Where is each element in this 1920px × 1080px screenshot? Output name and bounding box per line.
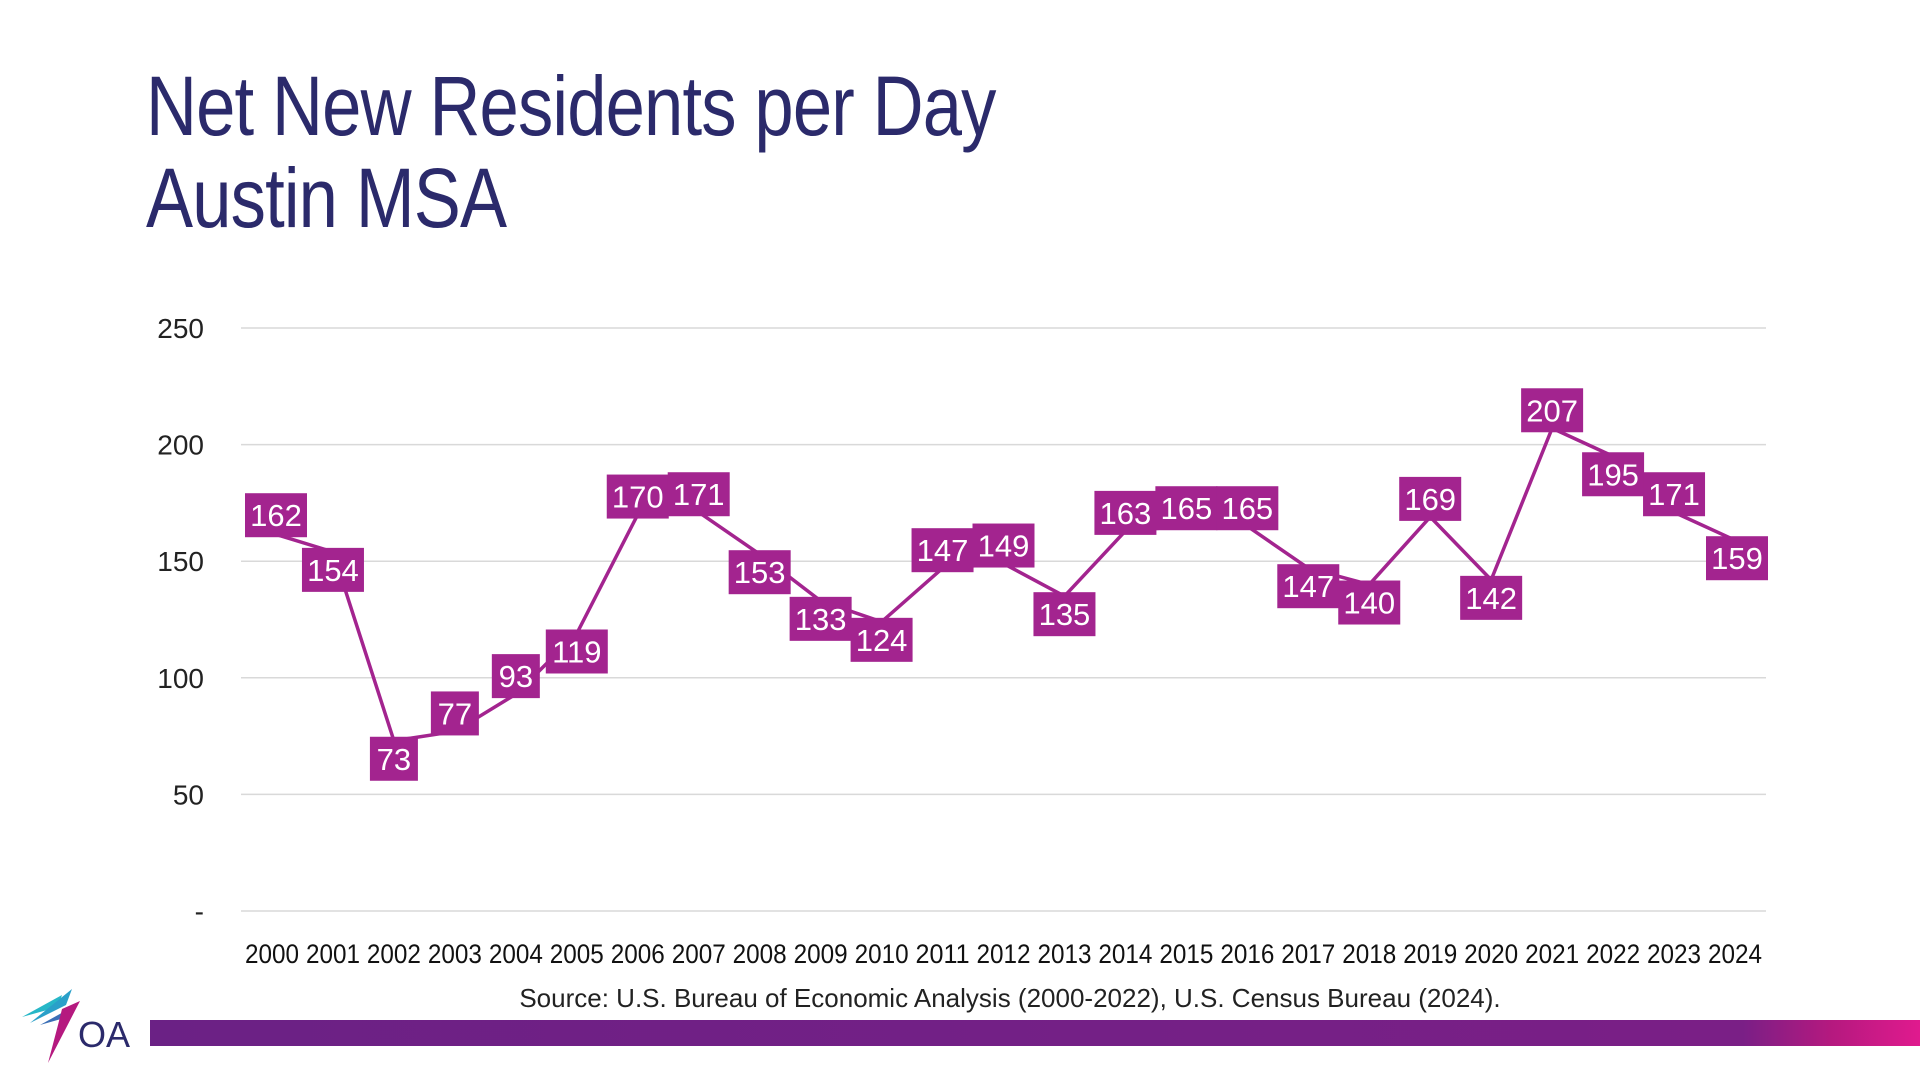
x-tick-label: 2014 bbox=[1098, 939, 1152, 969]
data-label-box bbox=[1521, 388, 1584, 433]
y-tick-label: - bbox=[195, 896, 204, 927]
data-label-box bbox=[491, 654, 540, 699]
data-label: 119 bbox=[552, 634, 601, 669]
x-tick-label: 2000 bbox=[245, 939, 299, 969]
x-tick-label: 2006 bbox=[611, 939, 665, 969]
data-label-box bbox=[1399, 476, 1462, 521]
data-label-box bbox=[667, 472, 730, 517]
data-label-box bbox=[1338, 580, 1401, 625]
x-tick-label: 2019 bbox=[1403, 939, 1457, 969]
x-tick-label: 2009 bbox=[794, 939, 848, 969]
data-label: 170 bbox=[612, 480, 664, 515]
x-tick-label: 2004 bbox=[489, 939, 543, 969]
data-label-box bbox=[606, 474, 669, 519]
data-label-box bbox=[972, 523, 1035, 568]
footer-bar bbox=[150, 1020, 1920, 1046]
data-label: 162 bbox=[250, 498, 302, 533]
data-label: 171 bbox=[1648, 477, 1700, 512]
x-tick-label: 2024 bbox=[1708, 939, 1762, 969]
data-label: 133 bbox=[795, 602, 847, 637]
y-tick-label: 250 bbox=[157, 313, 204, 344]
x-tick-label: 2011 bbox=[916, 939, 970, 969]
x-tick-label: 2022 bbox=[1586, 939, 1640, 969]
x-tick-label: 2021 bbox=[1525, 939, 1579, 969]
x-tick-label: 2007 bbox=[672, 939, 726, 969]
data-label: 147 bbox=[917, 533, 969, 568]
logo-text: OA bbox=[78, 1014, 130, 1055]
data-label: 140 bbox=[1343, 586, 1395, 621]
x-tick-label: 2008 bbox=[733, 939, 787, 969]
data-label: 165 bbox=[1221, 491, 1273, 526]
data-label-box bbox=[789, 596, 852, 641]
x-tick-label: 2010 bbox=[855, 939, 909, 969]
x-tick-label: 2016 bbox=[1220, 939, 1274, 969]
x-tick-label: 2005 bbox=[550, 939, 604, 969]
data-label: 147 bbox=[1282, 569, 1334, 604]
data-label-box bbox=[1643, 472, 1706, 517]
chart-title-line-1: Net New Residents per Day bbox=[146, 59, 996, 153]
data-label: 207 bbox=[1526, 393, 1578, 428]
data-label: 169 bbox=[1404, 482, 1456, 517]
x-tick-label: 2013 bbox=[1037, 939, 1091, 969]
data-label-box bbox=[1155, 486, 1218, 531]
data-label: 142 bbox=[1465, 581, 1517, 616]
data-label-box bbox=[911, 528, 974, 573]
chart-title-line-2: Austin MSA bbox=[146, 151, 507, 245]
data-label-box bbox=[1094, 490, 1157, 535]
data-label: 149 bbox=[978, 529, 1030, 564]
data-label-box bbox=[430, 691, 479, 736]
source-note: Source: U.S. Bureau of Economic Analysis… bbox=[519, 983, 1501, 1013]
data-label-box bbox=[545, 629, 608, 674]
y-tick-label: 150 bbox=[157, 546, 204, 577]
data-label-box bbox=[369, 736, 418, 781]
data-label-box bbox=[1706, 536, 1768, 581]
chart-title: Net New Residents per Day Austin MSA bbox=[146, 60, 996, 244]
data-label: 159 bbox=[1711, 541, 1763, 576]
data-label-box bbox=[301, 547, 364, 592]
data-label: 73 bbox=[377, 742, 411, 777]
data-label: 154 bbox=[307, 553, 359, 588]
data-label: 171 bbox=[673, 477, 725, 512]
data-label-box bbox=[1277, 564, 1340, 609]
y-tick-label: 50 bbox=[173, 779, 204, 810]
data-label-box bbox=[850, 617, 913, 662]
data-label: 124 bbox=[856, 623, 908, 658]
data-label: 135 bbox=[1039, 597, 1091, 632]
data-label: 163 bbox=[1100, 496, 1152, 531]
x-tick-label: 2003 bbox=[428, 939, 482, 969]
data-label: 165 bbox=[1161, 491, 1213, 526]
data-label-box bbox=[1033, 592, 1096, 637]
data-label-box bbox=[1460, 575, 1523, 620]
data-label-box bbox=[1216, 486, 1279, 531]
y-tick-label: 200 bbox=[157, 430, 204, 461]
data-label: 93 bbox=[499, 659, 533, 694]
x-tick-label: 2012 bbox=[977, 939, 1031, 969]
data-label-box bbox=[1582, 452, 1645, 497]
x-tick-label: 2002 bbox=[367, 939, 421, 969]
data-label-box bbox=[728, 550, 791, 595]
x-tick-label: 2017 bbox=[1281, 939, 1335, 969]
data-label: 153 bbox=[734, 555, 786, 590]
x-tick-label: 2023 bbox=[1647, 939, 1701, 969]
oa-logo-icon: OA bbox=[22, 989, 130, 1063]
data-label: 77 bbox=[438, 696, 472, 731]
data-label-box bbox=[245, 493, 307, 538]
data-label: 195 bbox=[1587, 457, 1639, 492]
y-tick-label: 100 bbox=[157, 663, 204, 694]
x-tick-label: 2018 bbox=[1342, 939, 1396, 969]
x-tick-label: 2015 bbox=[1159, 939, 1213, 969]
x-tick-label: 2020 bbox=[1464, 939, 1518, 969]
x-tick-label: 2001 bbox=[306, 939, 360, 969]
